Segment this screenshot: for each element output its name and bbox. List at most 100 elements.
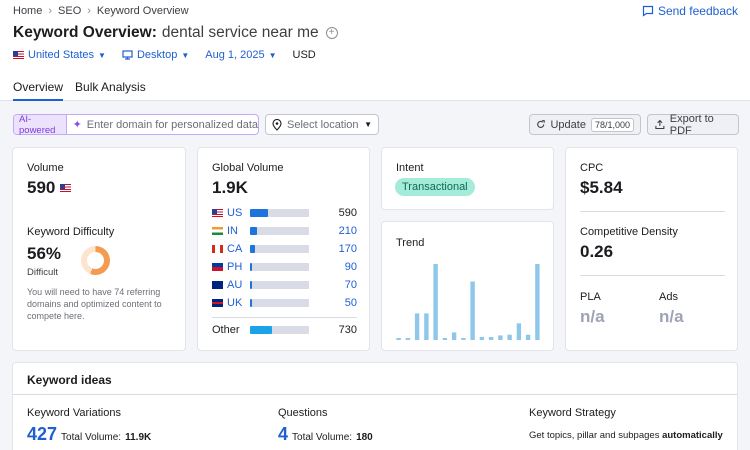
trend-bar[interactable] — [461, 338, 466, 340]
keyword-variations-count[interactable]: 427 — [27, 424, 58, 444]
domain-input-box[interactable]: AI-powered ✦ Enter domain for personaliz… — [13, 114, 259, 136]
country-row-us[interactable]: US 590 — [212, 206, 357, 220]
chevron-down-icon: ▼ — [98, 50, 106, 60]
date-selector[interactable]: Aug 1, 2025 ▼ — [205, 49, 276, 61]
cpc-label: CPC — [580, 162, 604, 174]
ph-flag-icon — [212, 263, 223, 271]
country-row-in[interactable]: IN 210 — [212, 224, 357, 238]
trend-bar[interactable] — [451, 332, 457, 340]
country-label: United States — [28, 49, 95, 61]
country-volume[interactable]: 90 — [344, 261, 357, 273]
send-feedback-label: Send feedback — [657, 4, 738, 18]
keyword-ideas-title: Keyword ideas — [27, 373, 112, 387]
divider — [13, 394, 737, 395]
country-row-ph[interactable]: PH 90 — [212, 260, 357, 274]
trend-bar[interactable] — [424, 313, 429, 340]
questions-label: Questions — [278, 407, 328, 419]
country-selector[interactable]: United States ▼ — [13, 49, 106, 61]
competitive-density-label: Competitive Density — [580, 226, 678, 238]
pla-value: n/a — [580, 307, 605, 326]
total-volume-label: Total Volume: — [61, 432, 122, 443]
trend-bar[interactable] — [488, 337, 494, 340]
trend-bar[interactable] — [470, 281, 475, 341]
currency-label: USD — [292, 49, 316, 61]
location-placeholder: Select location — [287, 118, 359, 131]
device-label: Desktop — [136, 49, 178, 61]
in-flag-icon — [212, 227, 223, 235]
country-code: US — [227, 207, 243, 219]
device-selector[interactable]: Desktop ▼ — [122, 49, 189, 61]
chevron-down-icon: ▼ — [181, 50, 190, 60]
country-volume[interactable]: 170 — [338, 243, 357, 255]
cpc-card: CPC $5.84 Competitive Density 0.26 PLA n… — [565, 147, 738, 351]
trend-bar[interactable] — [433, 264, 438, 340]
trend-bar[interactable] — [535, 264, 540, 340]
domain-input[interactable]: Enter domain for personalized data — [86, 118, 258, 131]
trend-bar[interactable] — [516, 323, 522, 340]
country-row-ca[interactable]: CA 170 — [212, 242, 357, 256]
country-volume[interactable]: 50 — [344, 297, 357, 309]
country-volume[interactable]: 70 — [344, 279, 357, 291]
ads-label: Ads — [659, 291, 678, 303]
volume-bar-fill — [250, 326, 273, 334]
uk-flag-icon — [212, 299, 223, 307]
trend-bar[interactable] — [442, 338, 448, 340]
other-label: Other — [212, 324, 240, 336]
chevron-down-icon: ▼ — [364, 120, 372, 129]
volume-value: 590 — [27, 178, 56, 197]
country-code: IN — [227, 225, 238, 237]
send-feedback-link[interactable]: Send feedback — [642, 4, 738, 18]
trend-bar[interactable] — [479, 337, 485, 340]
keyword-variations-stats: 427 Total Volume: 11.9K — [27, 424, 151, 445]
questions-count[interactable]: 4 — [278, 424, 289, 444]
trend-bar[interactable] — [396, 338, 401, 340]
us-flag-icon — [13, 51, 24, 59]
competitive-density-value: 0.26 — [580, 242, 614, 261]
country-row-uk[interactable]: UK 50 — [212, 296, 357, 310]
chevron-right-icon: › — [87, 5, 91, 17]
volume-label: Volume — [27, 162, 64, 174]
country-volume: 590 — [338, 207, 357, 219]
ca-flag-icon — [212, 245, 223, 253]
page-title: Keyword Overview: dental service near me… — [13, 24, 338, 42]
tab-overview[interactable]: Overview — [13, 80, 64, 101]
add-plus-icon[interactable]: + — [325, 27, 338, 39]
breadcrumb-seo[interactable]: SEO — [58, 5, 82, 17]
trend-label: Trend — [396, 237, 425, 249]
total-volume-label: Total Volume: — [292, 432, 353, 443]
trend-bar[interactable] — [507, 334, 512, 340]
country-row-au[interactable]: AU 70 — [212, 278, 357, 292]
toolbar: AI-powered ✦ Enter domain for personaliz… — [13, 113, 739, 137]
intent-card: Intent Transactional — [381, 147, 554, 210]
update-button[interactable]: Update 78/1,000 — [529, 114, 641, 135]
filters-bar: United States ▼ Desktop ▼ Aug 1, 2025 ▼ … — [13, 49, 316, 61]
location-pin-icon — [272, 118, 282, 131]
trend-bar[interactable] — [414, 313, 420, 340]
volume-bar-track — [250, 326, 309, 334]
trend-bar[interactable] — [405, 338, 411, 340]
page-title-keyword: dental service near me — [161, 24, 319, 41]
keyword-strategy-desc: Get topics, pillar and subpages — [529, 430, 660, 441]
country-volume[interactable]: 210 — [338, 225, 357, 237]
country-code: UK — [227, 297, 243, 309]
trend-bar[interactable] — [498, 335, 503, 340]
volume-kd-card: Volume 590 Keyword Difficulty 56% Diffic… — [12, 147, 186, 351]
volume-bar-track — [250, 227, 309, 235]
volume-bar-track — [250, 281, 309, 289]
trend-card: Trend — [381, 221, 554, 351]
chevron-right-icon: › — [48, 5, 53, 17]
ai-powered-tag: AI-powered — [14, 114, 67, 136]
tab-bulk-analysis[interactable]: Bulk Analysis — [75, 80, 146, 94]
export-pdf-button[interactable]: Export to PDF — [647, 113, 739, 137]
location-select[interactable]: Select location ▼ — [265, 114, 379, 135]
volume-bar-fill — [250, 209, 269, 217]
breadcrumb-home[interactable]: Home — [13, 5, 43, 17]
divider — [580, 275, 725, 276]
update-label: Update — [550, 118, 586, 131]
update-count-badge: 78/1,000 — [590, 117, 634, 132]
keyword-ideas-card: Keyword ideas Keyword Variations 427 Tot… — [12, 362, 738, 450]
us-flag-icon — [212, 209, 223, 217]
total-volume-value: 11.9K — [125, 432, 152, 443]
ads-value: n/a — [659, 307, 684, 326]
trend-bar[interactable] — [525, 334, 531, 340]
